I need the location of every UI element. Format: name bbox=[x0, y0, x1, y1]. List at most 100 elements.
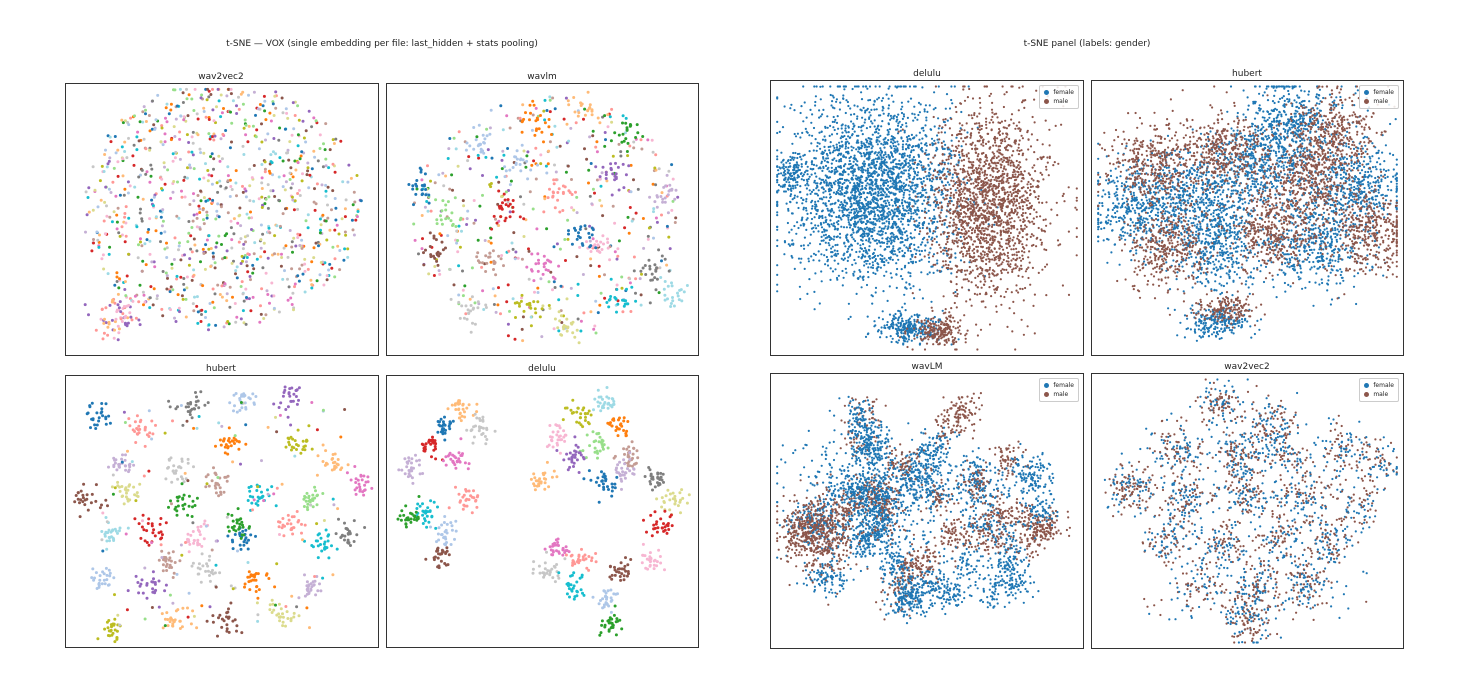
speaker-point bbox=[658, 555, 662, 558]
speaker-point bbox=[441, 199, 445, 203]
speaker-point bbox=[126, 488, 130, 492]
speaker-point bbox=[227, 87, 231, 91]
speaker-point bbox=[116, 613, 120, 617]
gender-point bbox=[776, 201, 779, 204]
gender-point bbox=[832, 96, 835, 99]
gender-point bbox=[821, 138, 825, 141]
gender-point bbox=[909, 185, 912, 188]
speaker-point bbox=[241, 102, 245, 106]
gender-point bbox=[816, 145, 819, 148]
speaker-point bbox=[548, 110, 552, 114]
gender-point bbox=[828, 238, 831, 242]
speaker-point bbox=[164, 116, 167, 120]
speaker-point bbox=[224, 475, 228, 479]
speaker-point bbox=[305, 588, 309, 591]
speaker-point bbox=[226, 179, 230, 183]
gender-point bbox=[871, 237, 874, 240]
speaker-point bbox=[453, 537, 456, 541]
speaker-point bbox=[433, 441, 437, 445]
speaker-point bbox=[668, 247, 672, 251]
speaker-point bbox=[536, 163, 539, 167]
gender-point bbox=[927, 209, 930, 212]
speaker-point bbox=[101, 549, 105, 553]
speaker-point bbox=[333, 228, 337, 232]
speaker-point bbox=[120, 233, 124, 237]
speaker-point bbox=[434, 198, 438, 202]
speaker-point bbox=[594, 246, 598, 250]
speaker-point bbox=[263, 109, 267, 113]
speaker-point bbox=[227, 437, 231, 440]
speaker-point bbox=[589, 257, 593, 261]
speaker-point bbox=[143, 444, 147, 448]
speaker-point bbox=[347, 163, 351, 167]
speaker-point bbox=[564, 170, 568, 174]
speaker-point bbox=[429, 499, 433, 503]
speaker-point bbox=[625, 447, 629, 451]
gender-point bbox=[849, 107, 852, 110]
speaker-point bbox=[617, 239, 621, 243]
speaker-point bbox=[484, 155, 488, 159]
speaker-point bbox=[312, 256, 316, 260]
gender-point bbox=[820, 280, 823, 283]
speaker-point bbox=[296, 144, 300, 148]
speaker-point bbox=[263, 160, 267, 164]
speaker-point bbox=[306, 226, 310, 230]
gender-point bbox=[819, 98, 822, 101]
speaker-point bbox=[128, 184, 132, 188]
speaker-point bbox=[478, 419, 482, 422]
speaker-point bbox=[543, 573, 546, 577]
gender-point bbox=[860, 192, 863, 196]
speaker-point bbox=[407, 459, 411, 463]
speaker-point bbox=[141, 120, 145, 124]
speaker-point bbox=[492, 268, 495, 271]
speaker-point bbox=[288, 178, 292, 181]
speaker-point bbox=[524, 165, 528, 169]
gender-point bbox=[959, 235, 962, 239]
speaker-point bbox=[458, 316, 462, 320]
speaker-point bbox=[577, 451, 581, 455]
speaker-point bbox=[570, 589, 574, 593]
speaker-point bbox=[219, 115, 223, 119]
speaker-point bbox=[150, 419, 154, 423]
speaker-point bbox=[140, 525, 144, 529]
speaker-point bbox=[516, 256, 520, 260]
speaker-point bbox=[459, 216, 463, 220]
speaker-point bbox=[476, 306, 480, 310]
speaker-point bbox=[118, 465, 121, 469]
speaker-point bbox=[260, 187, 264, 190]
speaker-point bbox=[244, 260, 248, 264]
speaker-point bbox=[191, 499, 195, 503]
speaker-point bbox=[598, 175, 602, 179]
speaker-point bbox=[138, 323, 142, 327]
speaker-point bbox=[293, 114, 297, 117]
speaker-point bbox=[443, 415, 446, 419]
speaker-point bbox=[170, 266, 174, 270]
speaker-point bbox=[195, 212, 199, 216]
speaker-point bbox=[104, 321, 108, 325]
speaker-point bbox=[594, 480, 598, 484]
speaker-point bbox=[542, 254, 546, 258]
gender-point bbox=[823, 135, 826, 138]
speaker-point bbox=[569, 126, 573, 130]
speaker-point bbox=[652, 567, 656, 571]
speaker-point bbox=[316, 544, 320, 548]
speaker-point bbox=[253, 575, 256, 579]
speaker-point bbox=[319, 261, 323, 264]
gender-point bbox=[832, 238, 835, 241]
speaker-point bbox=[108, 135, 112, 139]
speaker-point bbox=[577, 341, 581, 345]
speaker-point bbox=[293, 439, 297, 443]
speaker-point bbox=[115, 227, 119, 231]
speaker-point bbox=[538, 571, 542, 575]
speaker-point bbox=[235, 112, 239, 115]
speaker-point bbox=[292, 308, 295, 312]
gender-point bbox=[919, 195, 922, 199]
speaker-point bbox=[485, 261, 489, 265]
speaker-point bbox=[400, 468, 404, 472]
speaker-point bbox=[192, 465, 195, 469]
speaker-point bbox=[647, 226, 651, 230]
speaker-point bbox=[660, 478, 664, 482]
speaker-point bbox=[431, 435, 434, 439]
speaker-point bbox=[559, 333, 563, 337]
speaker-point bbox=[141, 591, 145, 595]
